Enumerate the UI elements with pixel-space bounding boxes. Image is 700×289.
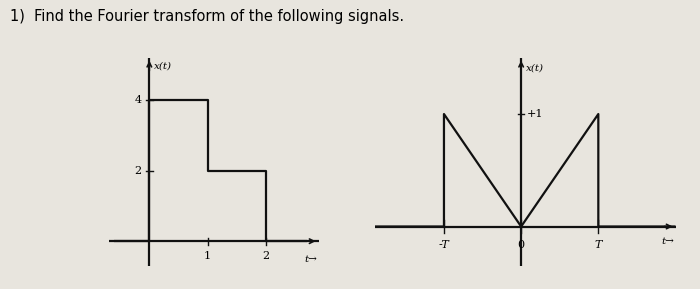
Text: x(t): x(t) [154,61,172,70]
Text: 2: 2 [134,166,141,176]
Text: 4: 4 [134,95,141,105]
Text: 1: 1 [204,251,211,261]
Text: 2: 2 [262,251,270,261]
Text: t→: t→ [661,237,674,246]
Text: T: T [594,240,602,250]
Text: x(t): x(t) [526,63,544,73]
Text: 0: 0 [517,240,525,250]
Text: +1: +1 [526,109,543,119]
Text: -T: -T [439,240,449,250]
Text: t→: t→ [304,255,317,264]
Text: 1)  Find the Fourier transform of the following signals.: 1) Find the Fourier transform of the fol… [10,9,405,24]
